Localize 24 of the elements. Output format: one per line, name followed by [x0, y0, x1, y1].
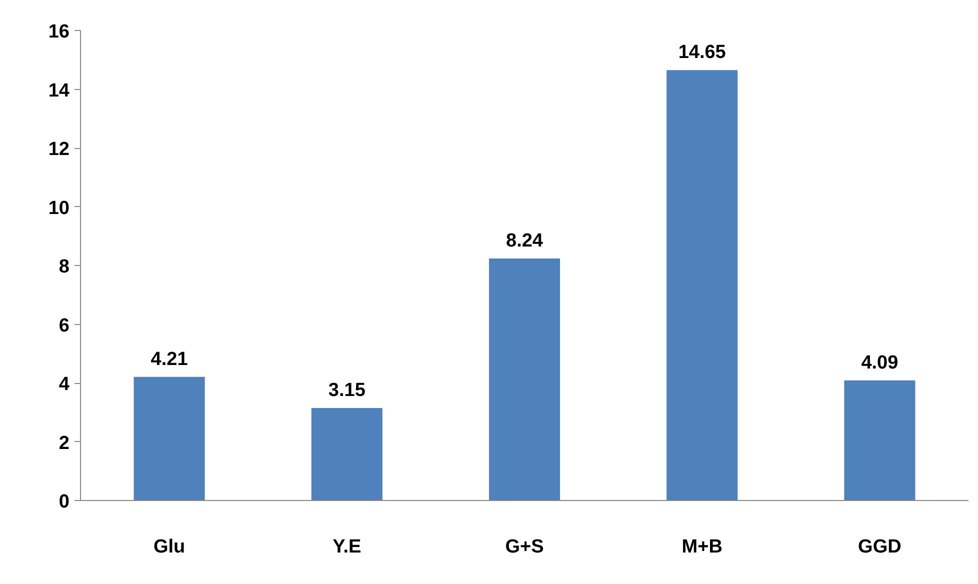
- data-label: 4.21: [150, 348, 188, 370]
- bar: [844, 380, 916, 500]
- y-tick-label: 6: [58, 315, 70, 336]
- y-tick-label: 2: [58, 432, 70, 454]
- bar: [488, 258, 560, 500]
- bar: [134, 376, 205, 500]
- x-tick-label: GGD: [858, 536, 902, 558]
- y-tick-label: 0: [58, 492, 70, 512]
- data-label: 14.65: [678, 42, 726, 64]
- x-tick-label: Glu: [153, 536, 186, 558]
- y-tick-label: 16: [48, 22, 70, 42]
- y-tick-label: 4: [58, 374, 70, 395]
- bar: [666, 70, 738, 500]
- bar: [311, 408, 382, 500]
- data-label: 4.09: [861, 352, 898, 374]
- x-tick-label: Y.E: [332, 536, 362, 558]
- data-label: 3.15: [328, 380, 366, 401]
- y-tick-label: 14: [48, 80, 70, 102]
- y-tick-label: 10: [48, 198, 70, 219]
- y-tick-label: 8: [58, 256, 70, 278]
- x-tick-label: G+S: [505, 536, 544, 558]
- data-label: 8.24: [506, 230, 544, 252]
- x-tick-label: M+B: [682, 536, 722, 558]
- y-tick-label: 12: [48, 139, 70, 160]
